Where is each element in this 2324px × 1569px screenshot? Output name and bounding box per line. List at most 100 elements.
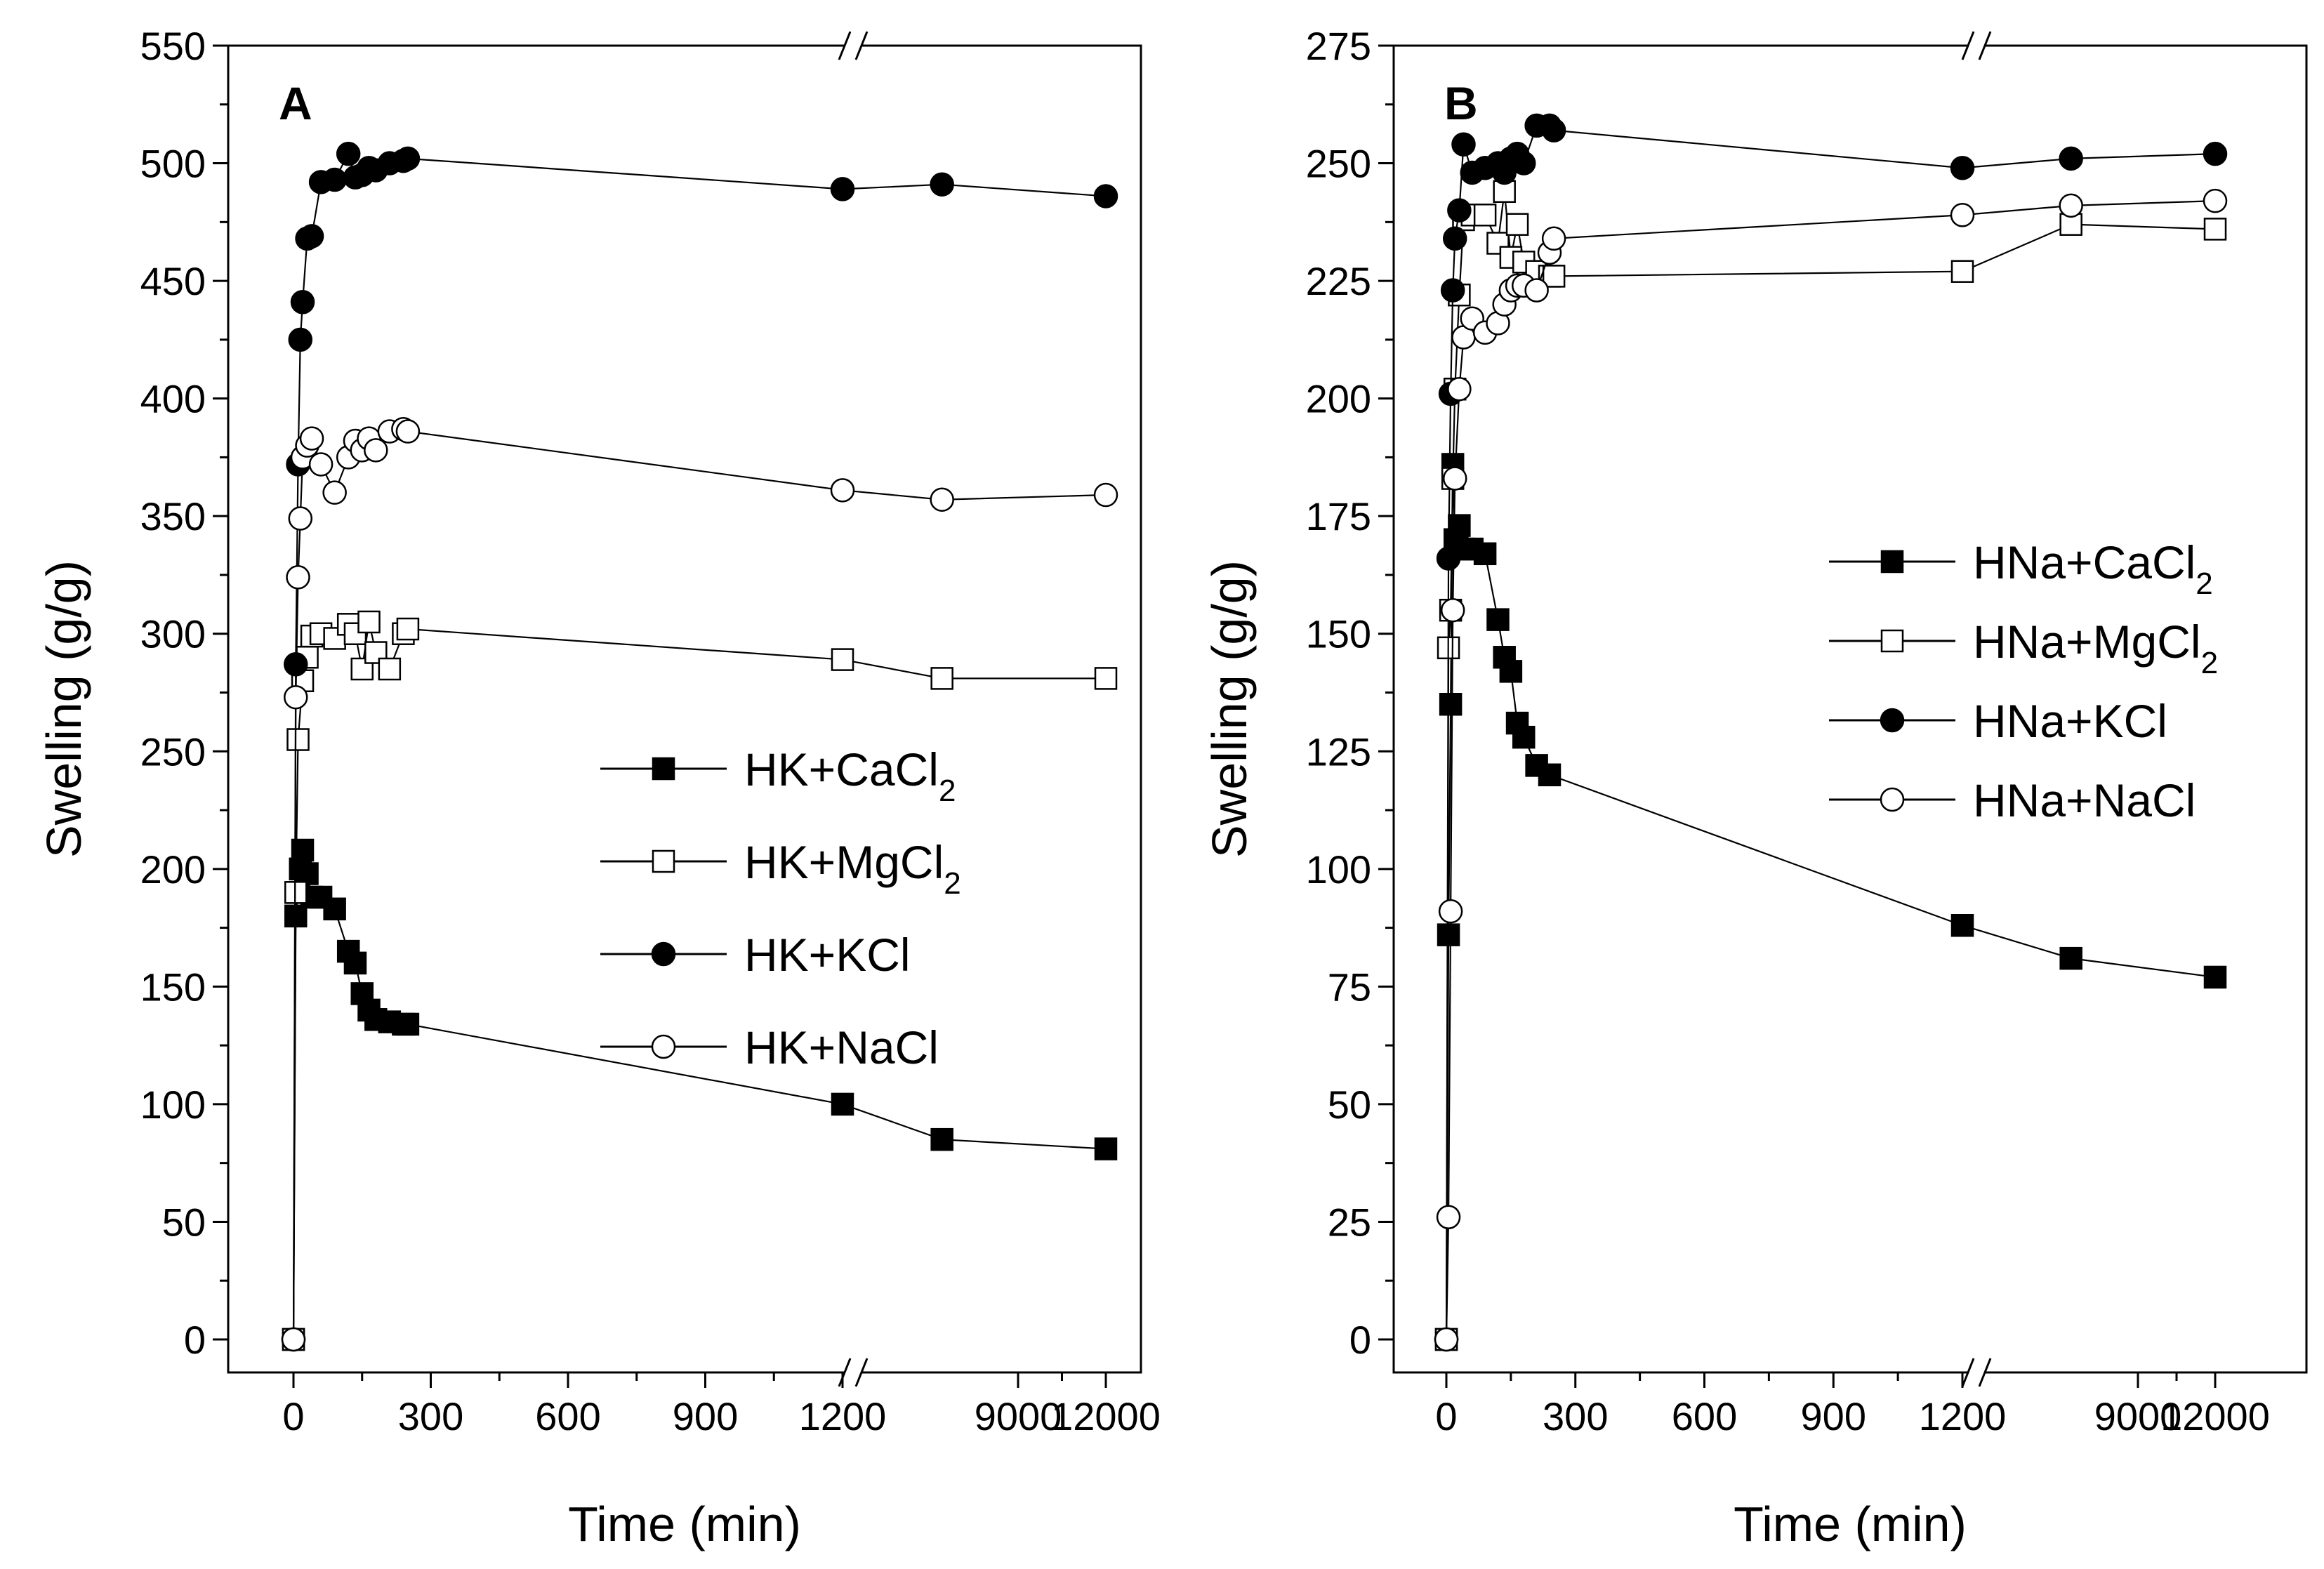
data-point bbox=[830, 177, 855, 201]
x-tick-label: 300 bbox=[398, 1394, 463, 1438]
y-tick-label: 250 bbox=[1306, 142, 1371, 186]
data-point bbox=[396, 617, 420, 641]
axis-break-mark bbox=[854, 1358, 869, 1387]
data-point bbox=[831, 1092, 854, 1116]
y-tick-label: 225 bbox=[1306, 259, 1371, 303]
data-point bbox=[395, 146, 421, 171]
series-line bbox=[292, 152, 1107, 1340]
data-point bbox=[930, 172, 954, 197]
data-point bbox=[1436, 546, 1461, 571]
y-tick-label: 200 bbox=[1306, 377, 1371, 421]
data-point bbox=[2059, 193, 2083, 218]
legend-label: HK+NaCl bbox=[744, 1021, 939, 1073]
series-hna-kcl bbox=[1434, 113, 2228, 1352]
y-tick-label: 75 bbox=[1328, 965, 1371, 1009]
plot-frame bbox=[227, 44, 1142, 1374]
data-point bbox=[1093, 184, 1118, 208]
legend-label: HNa+CaCl2 bbox=[1973, 536, 2213, 601]
axis-break-mark bbox=[838, 1358, 852, 1387]
data-point bbox=[2059, 146, 2083, 171]
data-point bbox=[930, 1127, 953, 1151]
axis-break-gap bbox=[1968, 1357, 1985, 1388]
legend-entry: HNa+MgCl2 bbox=[1829, 616, 2218, 680]
panel-b: 0 25 50 75 100 125 150 175 200 225 250 275 0 300 600 90… bbox=[1202, 24, 2308, 1551]
data-point bbox=[930, 667, 953, 690]
data-point bbox=[1950, 155, 1975, 180]
panel-label: B bbox=[1444, 77, 1478, 129]
data-point bbox=[1451, 132, 1476, 157]
data-point bbox=[1512, 725, 1536, 749]
y-tick-label: 150 bbox=[1306, 612, 1371, 656]
y-tick-label: 100 bbox=[1306, 847, 1371, 892]
data-point bbox=[1440, 597, 1465, 623]
data-point bbox=[343, 951, 367, 975]
data-point bbox=[288, 506, 313, 531]
series-line bbox=[292, 621, 1106, 1340]
legend-entry: HK+CaCl2 bbox=[600, 743, 956, 808]
data-point bbox=[357, 610, 381, 634]
data-point bbox=[1443, 226, 1467, 251]
data-point bbox=[1512, 151, 1536, 176]
data-point bbox=[1538, 763, 1562, 787]
y-tick-label: 500 bbox=[140, 142, 206, 186]
axis-break-gap bbox=[845, 1357, 861, 1388]
y-axis-title: Swelling (g/g) bbox=[1202, 560, 1257, 858]
legend-label: HNa+NaCl bbox=[1973, 774, 2196, 826]
data-point bbox=[1541, 226, 1566, 251]
data-point bbox=[395, 419, 421, 444]
data-point bbox=[308, 452, 334, 477]
series-line bbox=[1445, 191, 2216, 1340]
series-line bbox=[292, 428, 1107, 1340]
x-tick-label: 300 bbox=[1543, 1394, 1608, 1438]
x-tick-label: 900 bbox=[673, 1394, 738, 1438]
y-tick-label: 0 bbox=[1349, 1318, 1371, 1362]
y-tick-label: 50 bbox=[162, 1200, 206, 1244]
data-point bbox=[2203, 188, 2228, 213]
series-hk-cacl2 bbox=[282, 838, 1118, 1351]
x-tick-label: 0 bbox=[282, 1394, 304, 1438]
data-point bbox=[336, 141, 361, 166]
series-line bbox=[1445, 200, 2216, 1340]
legend-entry: HNa+CaCl2 bbox=[1829, 536, 2213, 601]
axis-break-gap bbox=[1968, 30, 1985, 61]
y-tick-label: 0 bbox=[184, 1318, 206, 1362]
axis-break-mark bbox=[838, 31, 852, 60]
panel-a: 0 50 100 150 200 250 300 350 400 450 500 550 0 300 600… bbox=[37, 24, 1161, 1551]
data-point bbox=[1436, 1205, 1461, 1230]
x-tick-label: 600 bbox=[1672, 1394, 1737, 1438]
legend-marker bbox=[652, 849, 675, 873]
x-tick-label: 1200 bbox=[799, 1394, 887, 1438]
data-point bbox=[281, 1327, 306, 1352]
y-tick-label: 450 bbox=[140, 259, 206, 303]
data-point bbox=[1950, 203, 1975, 227]
legend-label: HK+CaCl2 bbox=[744, 743, 956, 808]
data-point bbox=[830, 478, 855, 503]
data-point bbox=[1542, 265, 1566, 288]
data-point bbox=[284, 684, 308, 710]
legend-marker bbox=[1880, 629, 1904, 653]
data-point bbox=[1493, 180, 1516, 204]
legend-entry: HNa+KCl bbox=[1829, 695, 2167, 747]
data-point bbox=[309, 885, 333, 909]
legend-marker bbox=[1880, 550, 1904, 574]
data-point bbox=[323, 897, 346, 921]
data-point bbox=[378, 657, 402, 681]
data-point bbox=[1505, 213, 1529, 236]
data-point bbox=[322, 167, 347, 192]
legend-label: HK+MgCl2 bbox=[744, 836, 961, 901]
series-hk-nacl bbox=[281, 416, 1118, 1352]
x-tick-label: 9000 bbox=[975, 1394, 1062, 1438]
y-tick-label: 200 bbox=[140, 847, 206, 892]
y-tick-label: 400 bbox=[140, 377, 206, 421]
axis-break-mark bbox=[1961, 1358, 1975, 1387]
legend-entry: HNa+NaCl bbox=[1829, 774, 2196, 826]
data-point bbox=[1447, 198, 1472, 223]
data-point bbox=[831, 648, 854, 671]
data-point bbox=[290, 289, 315, 315]
data-point bbox=[1447, 376, 1472, 402]
data-point bbox=[1473, 542, 1497, 566]
y-tick-label: 150 bbox=[140, 965, 206, 1009]
data-point bbox=[1094, 667, 1118, 690]
